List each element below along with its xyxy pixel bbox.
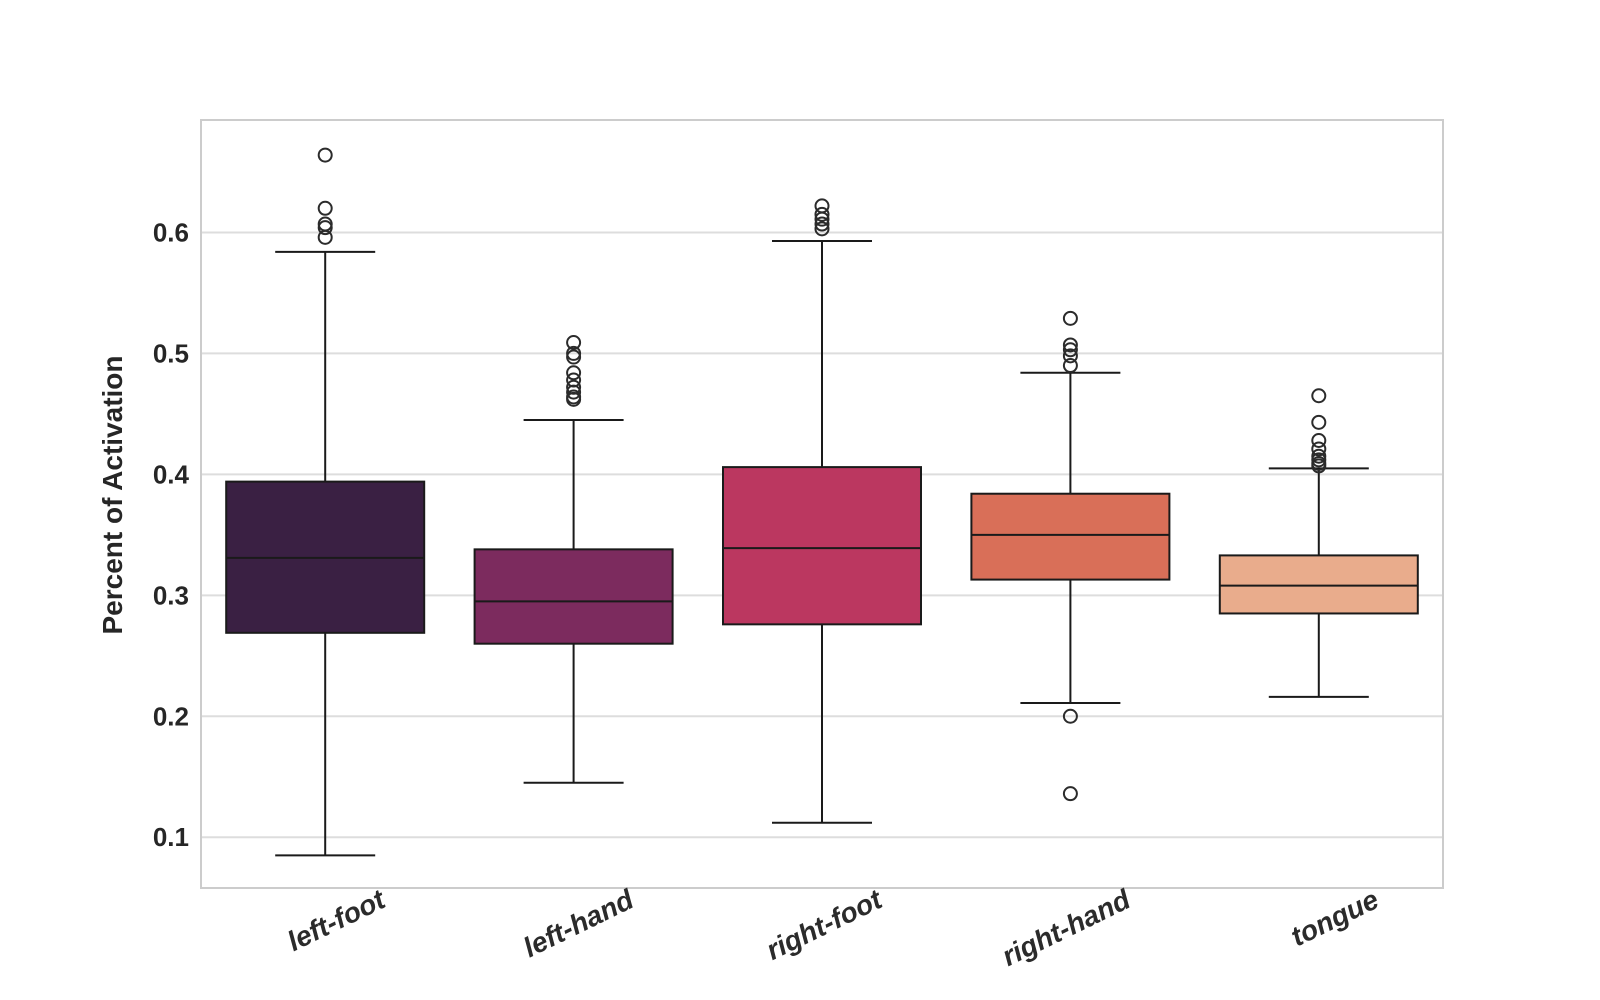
iqr-box [722, 466, 922, 626]
outlier-point [1311, 433, 1327, 449]
outlier-point [1062, 708, 1078, 724]
box-group-right-hand [970, 310, 1171, 802]
y-tick-label: 0.6 [153, 217, 189, 247]
outlier-point [566, 372, 582, 388]
outlier-point [1062, 348, 1078, 364]
outlier-point [1311, 414, 1327, 430]
outlier-point [1062, 337, 1078, 353]
outlier-point [1311, 441, 1327, 457]
outlier-point [1311, 448, 1327, 464]
frame-layer [200, 119, 1444, 889]
y-tick-label: 0.1 [153, 822, 189, 852]
outlier-point [814, 216, 830, 232]
outlier-point [1062, 358, 1078, 374]
outlier-point [814, 206, 830, 222]
outlier-point [814, 221, 830, 237]
y-axis-title: Percent of Activation [97, 355, 128, 634]
outlier-point [566, 365, 582, 381]
outlier-point [1311, 388, 1327, 404]
outlier-point [317, 200, 333, 216]
outlier-point [317, 147, 333, 163]
iqr-box [970, 492, 1171, 581]
iqr-box [473, 548, 674, 645]
box-group-left-foot [225, 147, 426, 857]
y-tick-label: 0.4 [153, 459, 190, 489]
x-tick-label: right-hand [997, 883, 1136, 972]
box-group-tongue [1218, 388, 1419, 698]
y-tick-label: 0.5 [153, 338, 189, 368]
y-tick-label: 0.3 [153, 580, 189, 610]
iqr-box [1218, 554, 1419, 615]
box-layer [225, 147, 1419, 857]
outlier-point [566, 389, 582, 405]
outlier-point [814, 198, 830, 214]
x-tick-label: tongue [1286, 884, 1383, 953]
box-group-right-foot [722, 198, 922, 824]
outlier-point [566, 335, 582, 351]
outlier-point [1062, 786, 1078, 802]
outlier-point [317, 216, 333, 232]
x-tick-label: right-foot [761, 883, 888, 966]
outlier-point [1062, 342, 1078, 358]
outlier-point [1062, 310, 1078, 326]
x-tick-label: left-foot [283, 883, 392, 957]
y-tick-label: 0.2 [153, 701, 189, 731]
box-group-left-hand [473, 335, 674, 784]
outlier-point [566, 345, 582, 361]
outlier-point [566, 379, 582, 395]
x-tick-label: left-hand [518, 883, 639, 963]
plot-frame [200, 119, 1444, 889]
